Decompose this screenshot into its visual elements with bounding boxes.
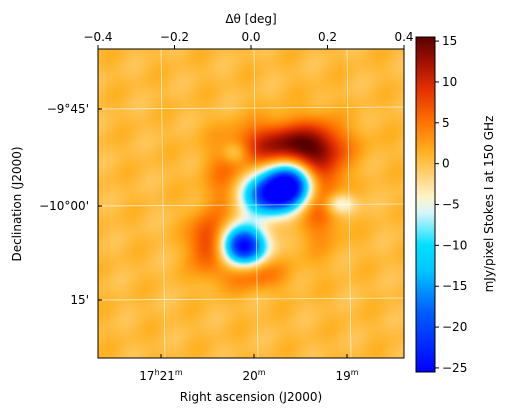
ra-grid-line bbox=[253, 49, 259, 358]
colorbar-tick-label: −10 bbox=[442, 238, 467, 252]
x-axis-title: Right ascension (J2000) bbox=[180, 390, 322, 404]
map-area bbox=[98, 49, 404, 358]
dec-grid-line bbox=[98, 106, 404, 110]
ra-tick-label-2: 19m bbox=[335, 368, 358, 383]
top-axis-tick-label: −0.4 bbox=[83, 30, 112, 44]
top-axis-tick-label: 0.0 bbox=[241, 30, 260, 44]
dec-axis-ticks: −9°45' −10°00' 15' bbox=[39, 102, 102, 307]
dec-tick-label-1: −10°00' bbox=[39, 199, 89, 213]
top-axis-tick-label: −0.2 bbox=[160, 30, 189, 44]
top-axis-tick-label: 0.4 bbox=[394, 30, 413, 44]
colorbar-tick-label: −20 bbox=[442, 320, 467, 334]
colorbar-tick-label: 10 bbox=[442, 75, 457, 89]
intensity-map bbox=[98, 49, 404, 358]
colorbar-tick-label: −25 bbox=[442, 361, 467, 375]
colorbar-ticks: 15 10 5 0 −5 −10 −15 −20 −25 bbox=[435, 34, 467, 375]
y-axis-title: Declination (J2000) bbox=[10, 146, 24, 261]
top-axis-tick-label: 0.2 bbox=[318, 30, 337, 44]
dec-tick-label-2: 15' bbox=[70, 293, 89, 307]
dec-grid-line bbox=[98, 297, 404, 301]
coordinate-grid bbox=[98, 49, 404, 358]
ra-tick-label-0: 17h21m bbox=[139, 368, 183, 383]
top-axis-title: Δθ [deg] bbox=[225, 12, 276, 26]
ra-tick-label-1: 20m bbox=[242, 368, 265, 383]
dec-tick-label-0: −9°45' bbox=[47, 102, 89, 116]
ra-grid-line bbox=[160, 49, 166, 358]
ra-axis-ticks: 17h21m 20m 19m bbox=[139, 354, 359, 383]
ra-grid-line bbox=[346, 49, 352, 358]
colorbar-tick-label: −5 bbox=[442, 198, 460, 212]
colorbar bbox=[415, 36, 436, 373]
top-axis-ticks: −0.4 −0.2 0.0 0.2 0.4 bbox=[83, 30, 414, 49]
colorbar-tick-label: 0 bbox=[442, 157, 450, 171]
colorbar-title: mJy/pixel Stokes I at 150 GHz bbox=[482, 116, 496, 293]
colorbar-tick-label: −15 bbox=[442, 279, 467, 293]
colorbar-tick-label: 15 bbox=[442, 34, 457, 48]
colorbar-tick-label: 5 bbox=[442, 116, 450, 130]
dec-grid-line bbox=[98, 203, 404, 207]
